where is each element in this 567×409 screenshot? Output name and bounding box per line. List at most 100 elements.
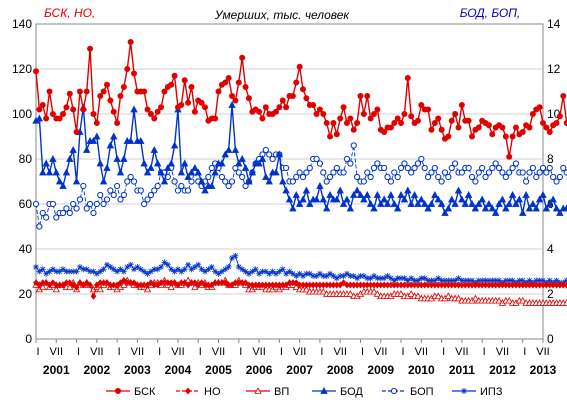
data-point [347, 273, 354, 279]
data-point [346, 290, 355, 297]
x-month-label: I [442, 346, 445, 358]
data-point [39, 209, 46, 217]
data-point [529, 111, 536, 118]
data-point [225, 75, 232, 82]
legend-item: ИПЗ [452, 386, 503, 398]
data-point [397, 190, 405, 198]
data-point [300, 273, 307, 279]
data-point [360, 195, 368, 203]
data-point [158, 264, 165, 270]
data-point [323, 120, 330, 127]
data-point [505, 296, 513, 304]
data-point [120, 268, 127, 275]
data-point [465, 117, 472, 124]
data-point [469, 133, 476, 140]
data-point [222, 266, 229, 273]
data-point [502, 133, 509, 140]
data-point [424, 173, 432, 181]
data-point [546, 128, 553, 135]
data-point [452, 111, 459, 118]
data-point [452, 277, 459, 284]
data-point [53, 268, 60, 275]
data-point [333, 131, 340, 138]
data-point [438, 277, 445, 284]
data-point [90, 268, 97, 275]
data-point [553, 120, 560, 127]
data-point [218, 173, 225, 181]
data-point [475, 124, 482, 131]
x-month-label: I [402, 346, 405, 358]
x-year-label: 2013 [530, 363, 557, 377]
data-point [508, 190, 517, 198]
data-point [387, 190, 395, 198]
x-month-label: VII [131, 346, 144, 358]
right-tick-label: 12 [547, 62, 561, 76]
data-point [421, 164, 428, 172]
data-point [455, 275, 462, 282]
series-НО [33, 277, 567, 300]
x-year-label: 2011 [449, 363, 475, 377]
gridlines [36, 68, 543, 295]
data-point [407, 199, 415, 207]
data-point [96, 159, 104, 167]
legend-label: ВП [274, 386, 289, 398]
data-point [89, 136, 98, 144]
data-point [370, 287, 378, 295]
data-point [187, 168, 196, 176]
data-point [248, 168, 257, 176]
data-point [178, 268, 185, 275]
data-point [141, 268, 148, 275]
data-point [373, 190, 382, 198]
data-point [427, 199, 436, 207]
legend-item: БОД [312, 386, 363, 398]
data-point [43, 270, 50, 277]
data-point [205, 173, 212, 181]
data-point [100, 200, 107, 208]
data-point [229, 255, 236, 261]
legend-label: ИПЗ [480, 386, 503, 398]
data-point [509, 277, 516, 284]
data-point [336, 186, 344, 194]
data-point [289, 270, 296, 277]
data-point [408, 169, 415, 176]
data-point [56, 268, 63, 275]
data-point [107, 187, 114, 194]
data-point [33, 68, 40, 75]
data-point [357, 273, 364, 279]
data-point [80, 182, 87, 190]
data-point [76, 88, 83, 95]
data-point [428, 169, 435, 176]
data-point [411, 164, 418, 172]
data-point [414, 277, 421, 284]
left-tick-label: 0 [25, 332, 32, 346]
data-point [374, 106, 381, 113]
data-point [272, 108, 279, 115]
data-point [438, 126, 445, 133]
data-point [239, 54, 246, 61]
data-point [461, 388, 467, 394]
data-point [391, 277, 398, 284]
left-axis-ticks: 0 20 40 60 80 100 120 140 [12, 17, 32, 346]
data-point [73, 283, 80, 291]
data-point [221, 150, 229, 158]
data-point [320, 169, 327, 176]
data-point [475, 199, 483, 207]
data-point [201, 186, 209, 194]
data-point [131, 266, 138, 273]
data-point [49, 266, 56, 273]
data-point [552, 204, 561, 212]
data-point [49, 154, 57, 162]
data-point [107, 264, 114, 270]
x-month-label: VII [415, 346, 428, 358]
x-year-label: 2003 [124, 363, 151, 377]
data-point [444, 292, 453, 300]
data-point [452, 160, 459, 167]
data-point [397, 290, 405, 297]
data-point [194, 168, 202, 176]
left-tick-label: 100 [12, 107, 32, 121]
data-point [464, 190, 473, 198]
data-point [222, 178, 229, 185]
x-month-label: VII [374, 346, 387, 358]
data-point [181, 77, 188, 84]
data-point [381, 164, 388, 172]
